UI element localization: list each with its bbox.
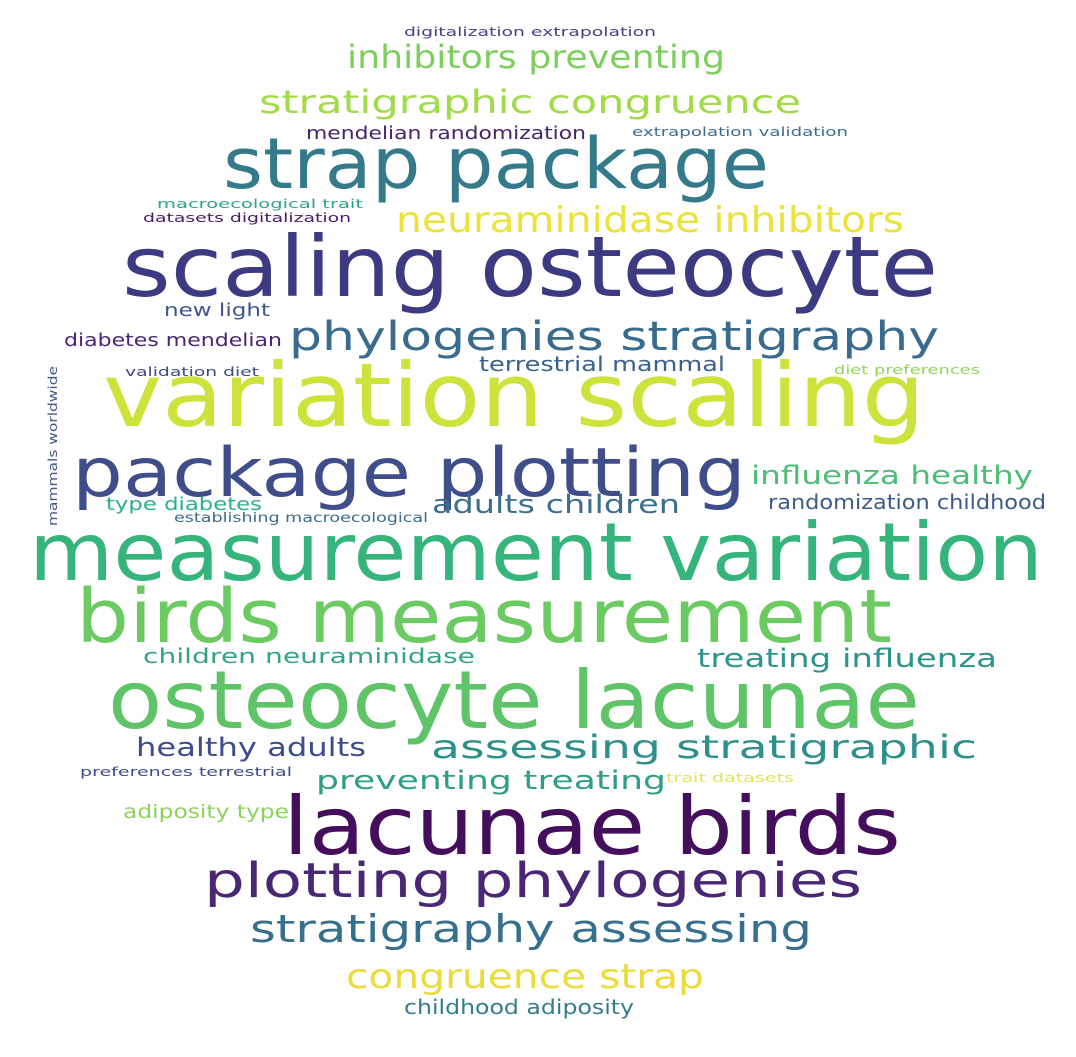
word-cloud-phrase: measurement variation [29,506,1043,599]
word-cloud-phrase: terrestrial mammal [479,352,725,376]
word-cloud-phrase: stratigraphic congruence [259,83,801,121]
word-cloud-phrase: diet preferences [834,363,980,377]
word-cloud-phrase: digitalization extrapolation [404,25,656,39]
word-cloud-phrase: variation scaling [103,344,925,447]
word-cloud-phrase: phylogenies stratigraphy [289,314,939,360]
word-cloud-phrase: adults children [432,490,680,520]
word-cloud-phrase: healthy adults [136,733,366,763]
word-cloud-phrase: congruence strap [346,957,704,997]
word-cloud-phrase: new light [164,300,270,321]
word-cloud-phrase: plotting phylogenies [204,853,862,909]
word-cloud-phrase: macroecological trait [157,197,363,211]
word-cloud-phrase: trait datasets [666,771,794,785]
word-cloud-phrase: inhibitors preventing [347,38,725,76]
word-cloud-phrase: mammals worldwide [46,366,60,526]
word-cloud-phrase: datasets digitalization [143,211,351,225]
word-cloud-phrase: treating influenza [697,644,997,674]
word-cloud-phrase: lacunae birds [283,780,901,873]
word-cloud-phrase: preferences terrestrial [80,765,292,779]
word-cloud-phrase: type diabetes [106,494,262,515]
word-cloud-phrase: randomization childhood [768,490,1046,514]
word-cloud-phrase: scaling osteocyte [122,218,938,316]
word-cloud-phrase: adiposity type [123,801,289,823]
word-cloud-phrase: package plotting [72,434,746,513]
word-cloud-phrase: extrapolation validation [632,125,848,139]
word-cloud-phrase: strap package [223,123,769,205]
word-cloud-phrase: birds measurement [76,574,892,660]
word-cloud-phrase: stratigraphy assessing [250,907,812,951]
word-cloud-phrase: assessing stratigraphic [431,728,977,766]
word-cloud-phrase: preventing treating [316,766,666,796]
word-cloud-phrase: mendelian randomization [306,123,586,144]
word-cloud-phrase: validation diet [125,365,259,379]
word-cloud-phrase: influenza healthy [751,461,1033,491]
word-cloud-phrase: osteocyte lacunae [108,654,920,747]
word-cloud-phrase: establishing macroecological [174,511,428,526]
word-cloud-phrase: children neuraminidase [143,644,475,668]
word-cloud-phrase: childhood adiposity [404,995,634,1019]
word-cloud-phrase: neuraminidase inhibitors [396,200,904,241]
word-cloud-phrase: diabetes mendelian [64,330,282,351]
